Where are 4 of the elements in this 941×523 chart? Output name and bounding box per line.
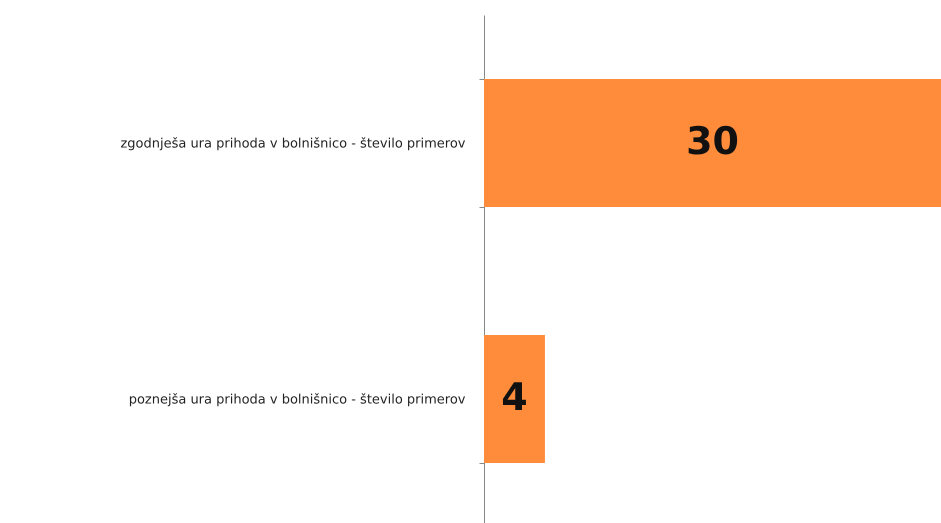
data-label: 4 — [501, 375, 528, 419]
y-tick-label: poznejša ura prihoda v bolnišnico - število primerov — [128, 392, 466, 408]
data-label: 30 — [686, 119, 739, 163]
y-tick-label: zgodnješa ura prihoda v bolnišnico - število primerov — [120, 136, 466, 152]
